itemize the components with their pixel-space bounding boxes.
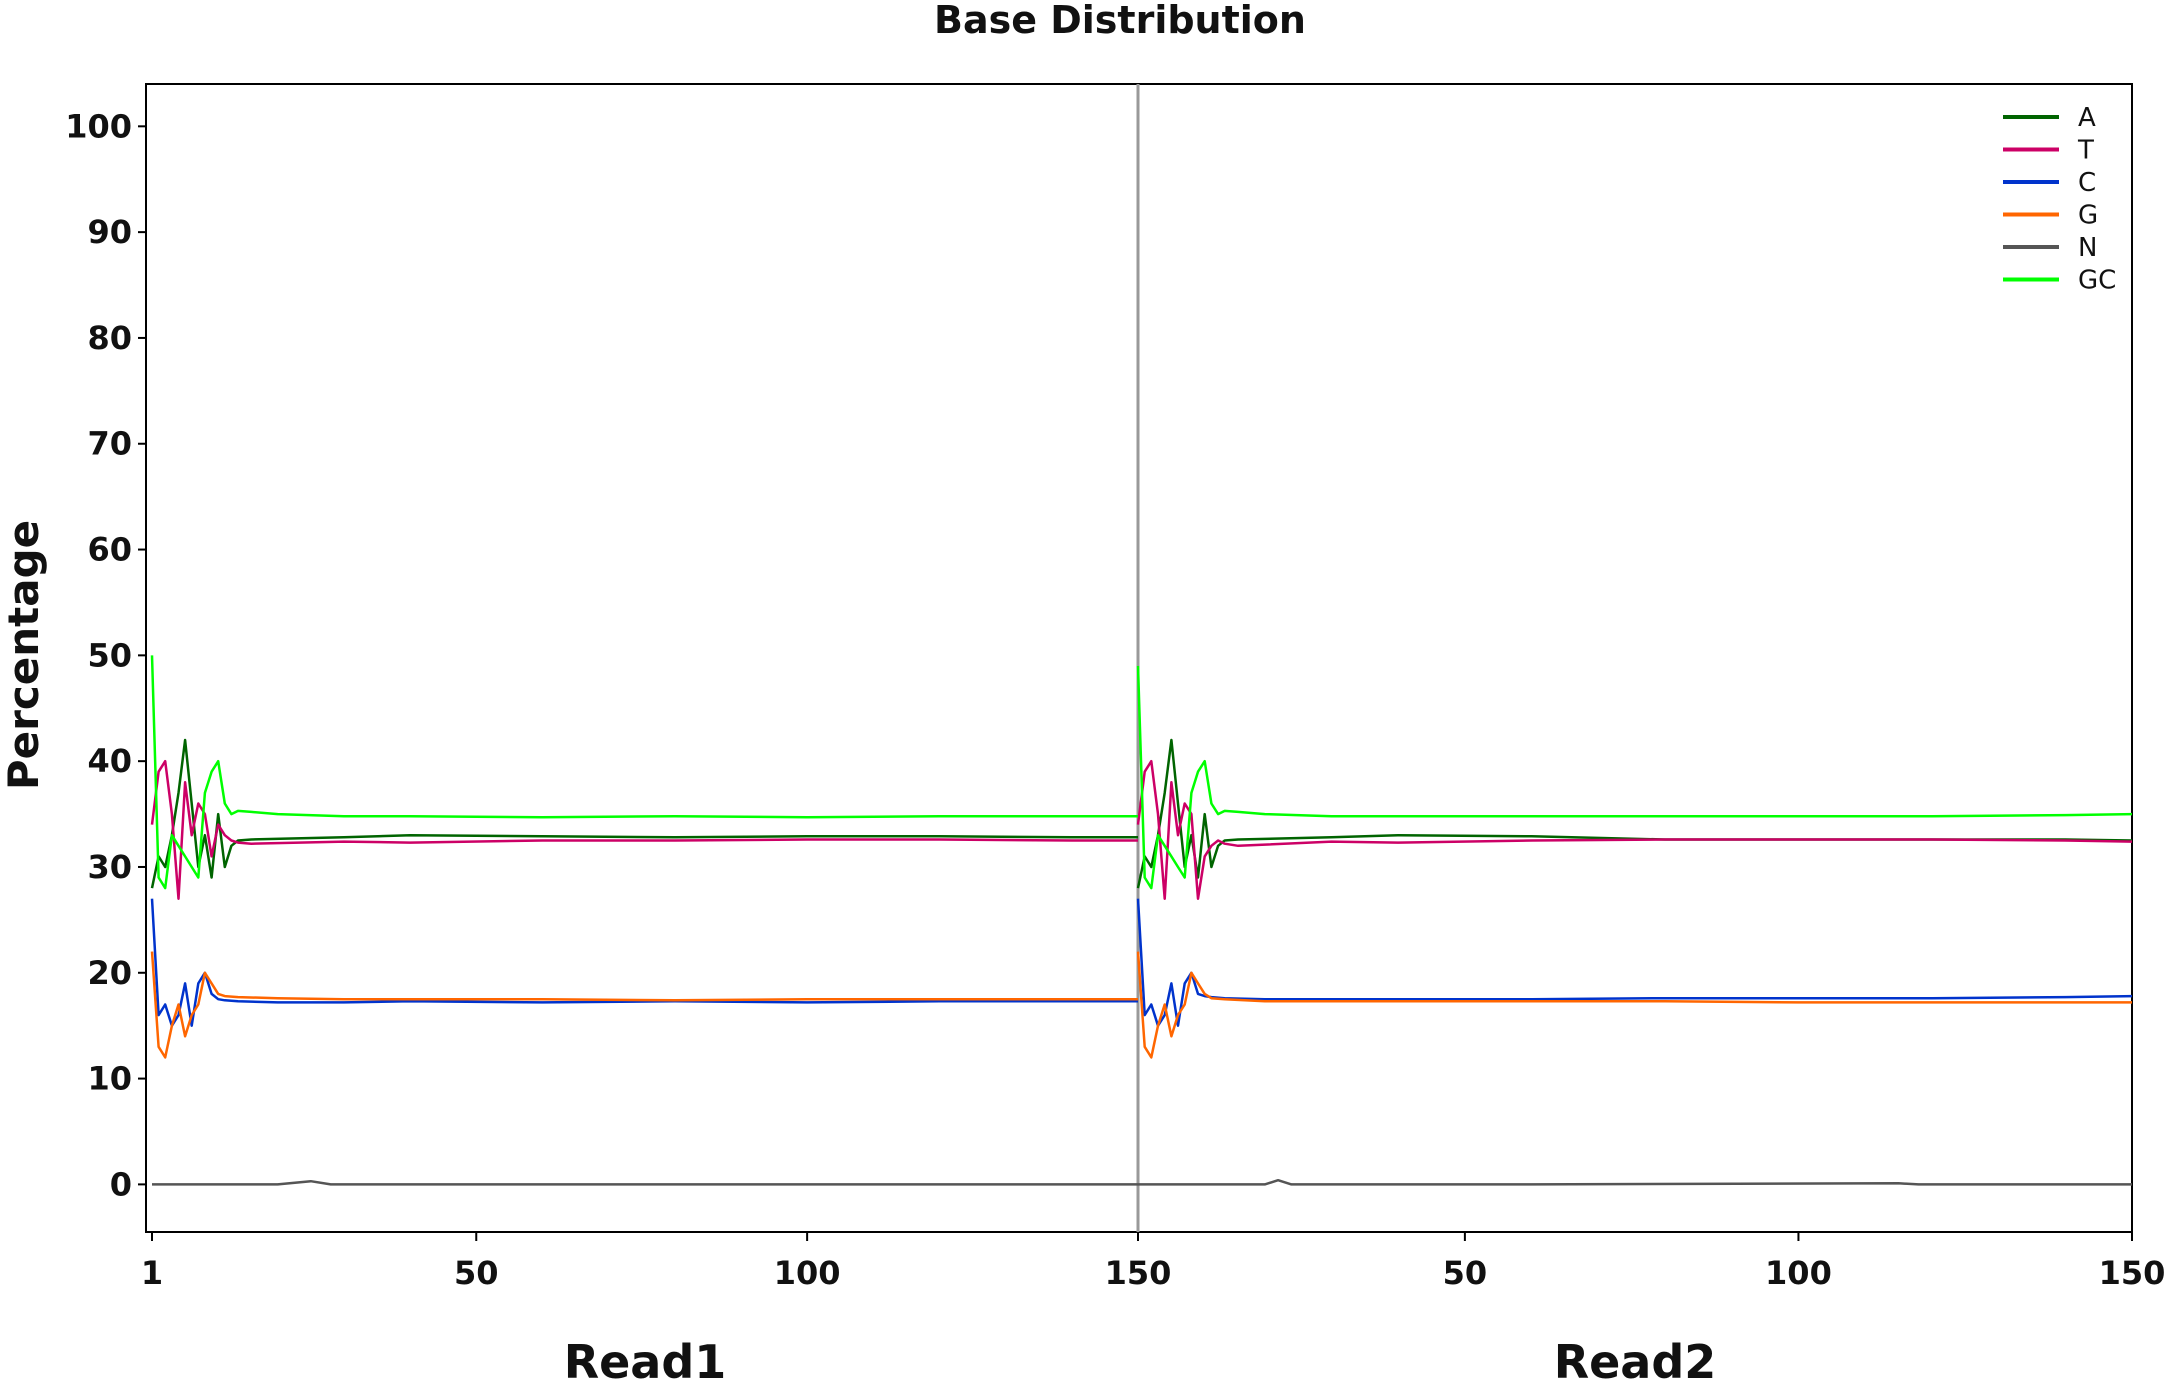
series-line-n-read1 <box>152 1179 1138 1186</box>
x-tick-label: 50 <box>1443 1254 1488 1292</box>
x-axis-label-read1: Read1 <box>564 1335 727 1384</box>
x-tick-label: 150 <box>2099 1254 2165 1292</box>
series-line-a-read1 <box>150 738 1138 889</box>
y-tick-label: 40 <box>87 742 132 780</box>
y-tick-label: 10 <box>87 1060 132 1098</box>
y-tick-label: 20 <box>87 954 132 992</box>
x-tick-label: 100 <box>1765 1254 1832 1292</box>
series-line-t-read1 <box>150 759 1138 900</box>
y-axis: 0 10 20 30 40 50 60 70 80 90 100 <box>65 107 146 1203</box>
y-tick-label: 80 <box>87 319 132 357</box>
series-line-n-read2 <box>1138 1178 2132 1186</box>
series-layer <box>150 655 2133 1186</box>
series-line-g-read2 <box>1136 951 2132 1059</box>
series-line-g-read1 <box>150 951 1138 1059</box>
legend-label-g: G <box>2078 201 2098 231</box>
y-tick-label: 90 <box>87 213 132 251</box>
y-tick-label: 60 <box>87 531 132 569</box>
series-line-c-read1 <box>150 898 1138 1027</box>
y-axis-label: Percentage <box>0 520 48 790</box>
series-line-gc-read2 <box>1136 665 2133 890</box>
y-tick-label: 0 <box>110 1165 132 1203</box>
series-line-c-read2 <box>1136 898 2133 1027</box>
x-tick-label: 100 <box>774 1254 841 1292</box>
y-tick-label: 50 <box>87 636 132 674</box>
series-line-t-read2 <box>1136 759 2133 900</box>
legend-label-n: N <box>2078 233 2097 263</box>
x-tick-label: 50 <box>454 1254 499 1292</box>
x-tick-label: 1 <box>141 1254 163 1292</box>
legend-label-gc: GC <box>2078 266 2116 296</box>
legend-label-a: A <box>2078 103 2096 133</box>
series-line-gc-read1 <box>150 655 1138 890</box>
x-tick-label: 150 <box>1105 1254 1172 1292</box>
x-axis-label-read2: Read2 <box>1554 1335 1717 1384</box>
y-tick-label: 70 <box>87 425 132 463</box>
y-tick-label: 30 <box>87 848 132 886</box>
legend-label-t: T <box>2077 136 2094 166</box>
y-tick-label: 100 <box>65 107 132 145</box>
legend-label-c: C <box>2078 168 2096 198</box>
chart-title: Base Distribution <box>934 0 1306 42</box>
